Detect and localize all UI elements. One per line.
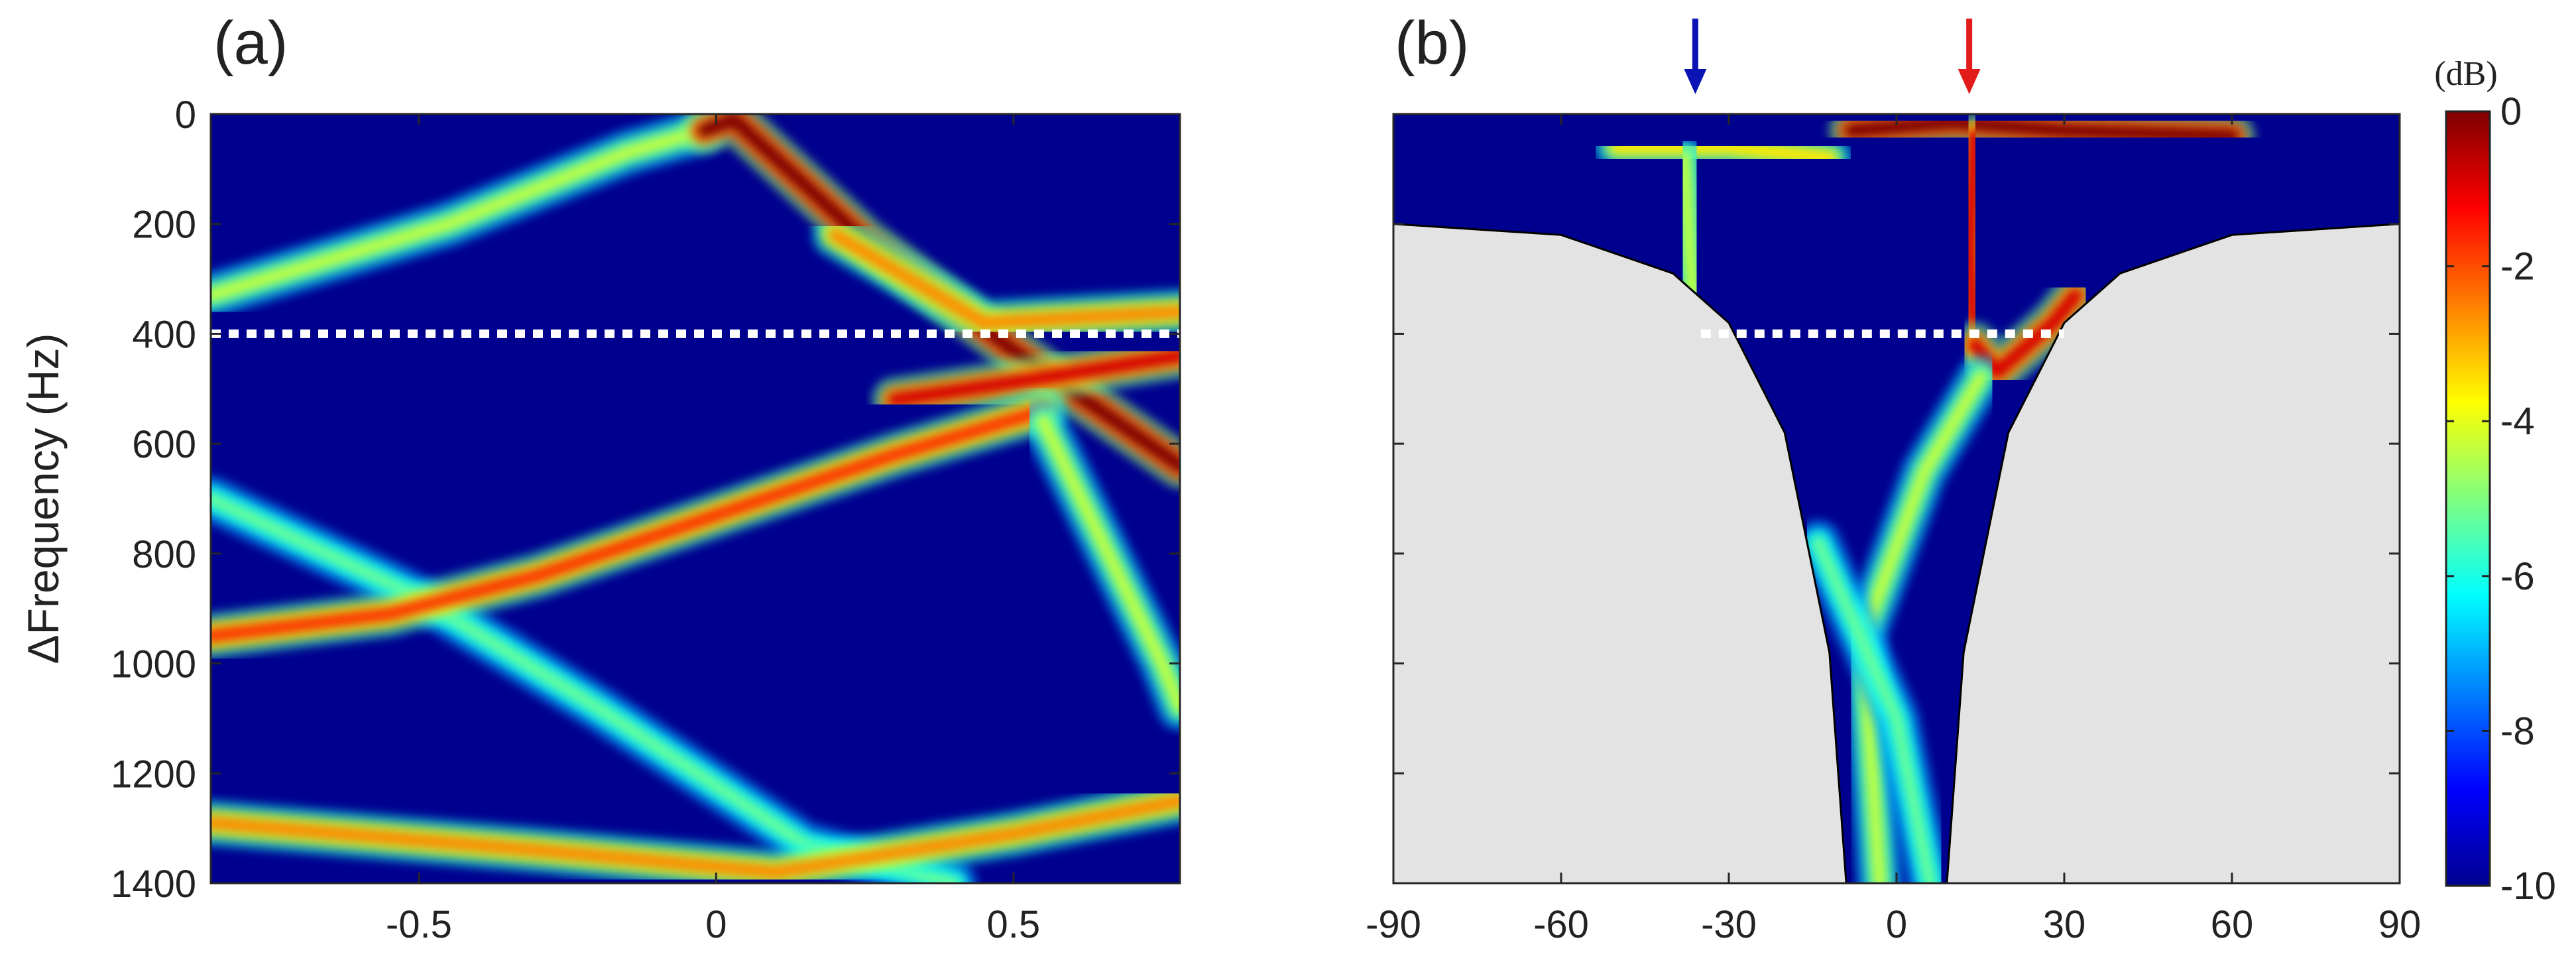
panel-a-heatmap bbox=[211, 114, 1180, 883]
panel-b-x-tick-label: 30 bbox=[2043, 903, 2086, 946]
panel-a-y-tick-label: 800 bbox=[132, 533, 196, 576]
colorbar-tick-label: -2 bbox=[2500, 245, 2535, 288]
panel-a-x-tick-label: 0.5 bbox=[987, 903, 1041, 946]
panel-b-x-tick-label: -60 bbox=[1533, 903, 1589, 946]
colorbar-tick-label: -8 bbox=[2500, 709, 2535, 753]
colorbar-tick-label: 0 bbox=[2500, 90, 2522, 133]
panel-a-y-tick-label: 0 bbox=[175, 93, 196, 137]
panel-a-y-tick-label: 1400 bbox=[111, 863, 196, 906]
arrow-marker-red-head bbox=[1958, 69, 1981, 94]
panel-a-ridge-0-layer-2 bbox=[211, 123, 711, 302]
panel-b-arrow-markers bbox=[1684, 19, 1981, 94]
panel-b-ridge-3-layer-2 bbox=[1845, 115, 2239, 143]
y-axis-title: ΔFrequency (Hz) bbox=[19, 334, 68, 664]
panel-b-x-tick-label: -30 bbox=[1701, 903, 1757, 946]
panel-a-y-tick-label: 600 bbox=[132, 423, 196, 466]
panel-a-y-tick-label: 200 bbox=[132, 204, 196, 247]
colorbar-tick-label: -4 bbox=[2500, 400, 2535, 443]
panel-a-label: (a) bbox=[213, 9, 288, 77]
panel-a-frame bbox=[209, 113, 1181, 885]
colorbar-tick-label: -6 bbox=[2500, 555, 2535, 598]
panel-b-x-tick-label: 60 bbox=[2211, 903, 2254, 946]
panel-a-ridge-5-layer-2 bbox=[211, 404, 1050, 643]
panel-b-ridge-4-layer-2 bbox=[1962, 129, 1982, 351]
arrow-marker-blue-head bbox=[1684, 69, 1707, 94]
colorbar-tick-label: -10 bbox=[2500, 865, 2556, 908]
panel-b-ridge-1-layer-2 bbox=[1610, 140, 1836, 165]
panel-a: -0.5 0 0.5 0 200 400 600 800 1000 1200 1400 (a) ΔF… bbox=[19, 9, 1181, 946]
panel-b-x-tick-label: 90 bbox=[2378, 903, 2422, 946]
panel-b: -90 -60 -30 0 30 60 90 (b) bbox=[1366, 9, 2421, 946]
panel-a-ridge-6-layer-2 bbox=[1036, 415, 1180, 714]
colorbar-ticks: 0 -2 -4 -6 -8 -10 bbox=[2446, 90, 2556, 908]
panel-a-ridge-2-layer-2 bbox=[828, 228, 1180, 330]
panel-b-axes: -90 -60 -30 0 30 60 90 bbox=[1366, 113, 2422, 946]
colorbar-unit: (dB) bbox=[2434, 55, 2497, 93]
panel-b-ridge-6-layer-2 bbox=[1856, 371, 1987, 883]
panel-b-heatmap bbox=[1393, 114, 2400, 883]
panel-a-ridge-3-layer-2 bbox=[888, 349, 1180, 406]
panel-a-y-tick-label: 400 bbox=[132, 313, 196, 356]
panel-a-x-tick-label: -0.5 bbox=[386, 903, 452, 946]
panel-b-ridge-7-layer-2 bbox=[1811, 536, 1937, 883]
panel-b-label: (b) bbox=[1395, 9, 1469, 77]
panel-b-x-tick-label: 0 bbox=[1886, 903, 1907, 946]
panel-b-x-tick-label: -90 bbox=[1366, 903, 1421, 946]
panel-a-x-tick-label: 0 bbox=[705, 903, 727, 946]
panel-a-y-tick-label: 1000 bbox=[111, 643, 196, 686]
colorbar: 0 -2 -4 -6 -8 -10 (dB) bbox=[2434, 55, 2555, 908]
panel-a-ridge-7-layer-2 bbox=[211, 794, 1180, 879]
panel-a-y-tick-label: 1200 bbox=[111, 753, 196, 796]
panel-a-axes: -0.5 0 0.5 0 200 400 600 800 1000 1200 1400 bbox=[111, 93, 1181, 946]
colorbar-gradient bbox=[2445, 110, 2491, 887]
